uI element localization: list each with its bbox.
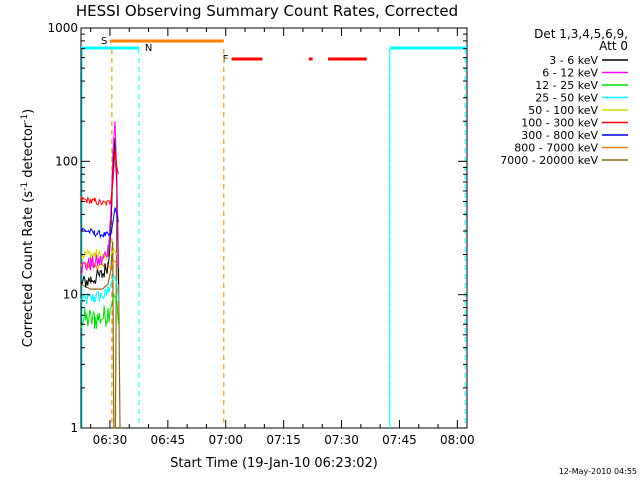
legend-label: 6 - 12 keV xyxy=(542,67,598,80)
x-tick-label: 07:30 xyxy=(324,433,359,447)
legend-header-att: Att 0 xyxy=(599,39,628,53)
legend-label: 3 - 6 keV xyxy=(549,54,598,67)
y-tick-label: 1 xyxy=(70,421,78,435)
x-tick-label: 07:15 xyxy=(266,433,301,447)
x-tick-label: 06:30 xyxy=(93,433,128,447)
y-axis-label: Corrected Count Rate (s-1 detector-1) xyxy=(20,109,36,347)
series-line-6-12-kev xyxy=(80,121,119,274)
series-line-12-25-kev xyxy=(80,293,119,329)
footer-timestamp: 12-May-2010 04:55 xyxy=(559,467,637,476)
series-line-3-6-kev xyxy=(80,137,119,288)
transition-lines xyxy=(81,49,466,428)
legend-label: 100 - 300 keV xyxy=(521,117,598,130)
series-line-50-100-kev xyxy=(80,247,119,263)
series-line-25-50-kev xyxy=(80,273,119,304)
series-lines xyxy=(80,121,122,429)
night-flag-label: N xyxy=(145,43,152,54)
legend-label: 7000 - 20000 keV xyxy=(500,154,598,167)
legend-label: 12 - 25 keV xyxy=(535,79,598,92)
x-axis-label: Start Time (19-Jan-10 06:23:02) xyxy=(170,456,378,471)
x-tick-label: 07:00 xyxy=(208,433,243,447)
y-axis: 1 10 100 1000 xyxy=(47,21,467,435)
legend-label: 800 - 7000 keV xyxy=(514,142,598,155)
legend-label: 300 - 800 keV xyxy=(521,129,598,142)
x-tick-label: 07:45 xyxy=(382,433,417,447)
saa-flag-label: S xyxy=(101,36,107,47)
chart-title: HESSI Observing Summary Count Rates, Cor… xyxy=(76,2,458,20)
y-tick-label: 1000 xyxy=(47,21,78,35)
observing-flags: N S F xyxy=(81,36,467,65)
legend-label: 50 - 100 keV xyxy=(528,104,598,117)
y-tick-label: 100 xyxy=(55,154,78,168)
series-line-300-800-kev xyxy=(80,207,119,239)
flare-flag-label: F xyxy=(223,54,229,65)
x-axis: 06:30 06:45 07:00 07:15 07:30 07:45 08:00 xyxy=(90,28,475,447)
series-line-7000-20000-kev xyxy=(80,190,122,429)
x-tick-label: 08:00 xyxy=(440,433,475,447)
legend-label: 25 - 50 keV xyxy=(535,92,598,105)
plot-frame xyxy=(80,27,468,429)
x-tick-label: 06:45 xyxy=(151,433,186,447)
series-line-100-300-kev xyxy=(80,150,119,206)
legend-header: Det 1,3,4,5,6,9, xyxy=(534,27,628,41)
y-tick-label: 10 xyxy=(63,288,78,302)
